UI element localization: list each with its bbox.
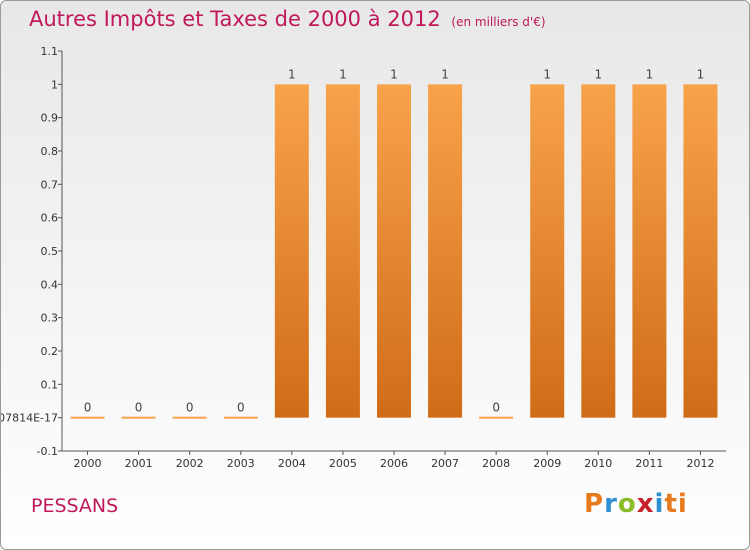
x-tick-label: 2011 [635, 457, 663, 470]
y-tick-label: 0.7 [41, 178, 59, 191]
y-tick-label: 0.9 [41, 112, 59, 125]
bar [70, 416, 105, 419]
y-tick-label: 0.1 [41, 378, 59, 391]
y-tick-label: 0.3 [41, 312, 59, 325]
bar-value-label: 1 [697, 67, 705, 81]
x-tick-label: 2007 [431, 457, 459, 470]
x-tick-label: 2009 [533, 457, 561, 470]
y-tick-label: 1.1 [41, 45, 59, 58]
chart-title: Autres Impôts et Taxes de 2000 à 2012 (e… [29, 7, 546, 31]
bar [377, 84, 411, 418]
x-tick-label: 2002 [176, 457, 204, 470]
bar-value-label: 1 [646, 67, 654, 81]
x-tick-label: 2001 [125, 457, 153, 470]
bar [274, 84, 309, 418]
bar-value-label: 0 [186, 401, 194, 415]
commune-name: PESSANS [31, 495, 119, 517]
bar [632, 84, 667, 418]
bar [223, 416, 258, 419]
chart-title-unit: (en milliers d'€) [451, 15, 546, 29]
y-tick-label: 0.4 [41, 278, 59, 291]
bar [581, 84, 616, 418]
x-tick-label: 2004 [278, 457, 306, 470]
bar [325, 84, 360, 418]
bar-value-label: 1 [339, 67, 347, 81]
x-tick-label: 2008 [482, 457, 510, 470]
bar [121, 416, 156, 419]
bar-value-label: 1 [543, 67, 551, 81]
y-tick-label: 0.6 [41, 212, 59, 225]
y-tick-label: 2.77555756156307814E-17 [1, 412, 58, 425]
x-tick-label: 2012 [686, 457, 714, 470]
bar-value-label: 1 [594, 67, 602, 81]
y-tick-label: 0.5 [41, 245, 59, 258]
bar-value-label: 1 [288, 67, 296, 81]
bar [172, 416, 207, 419]
bar-value-label: 0 [237, 401, 245, 415]
proxiti-logo: Proxiti [584, 489, 688, 519]
bar [683, 84, 718, 418]
x-tick-label: 2005 [329, 457, 357, 470]
y-tick-label: 1 [51, 78, 58, 91]
x-tick-label: 2010 [584, 457, 612, 470]
bar-value-label: 1 [390, 67, 398, 81]
chart-title-main: Autres Impôts et Taxes de 2000 à 2012 [29, 7, 441, 31]
y-tick-label: 0.2 [41, 345, 59, 358]
y-tick-label: -0.1 [37, 445, 58, 458]
y-tick-label: 0.8 [41, 145, 59, 158]
bar [530, 84, 565, 418]
x-tick-label: 2006 [380, 457, 408, 470]
bar [479, 416, 514, 419]
bar [428, 84, 463, 418]
bar-value-label: 0 [84, 401, 92, 415]
bar-value-label: 1 [441, 67, 449, 81]
x-tick-label: 2003 [227, 457, 255, 470]
x-tick-label: 2000 [74, 457, 102, 470]
bar-value-label: 0 [135, 401, 143, 415]
bar-value-label: 0 [492, 401, 500, 415]
